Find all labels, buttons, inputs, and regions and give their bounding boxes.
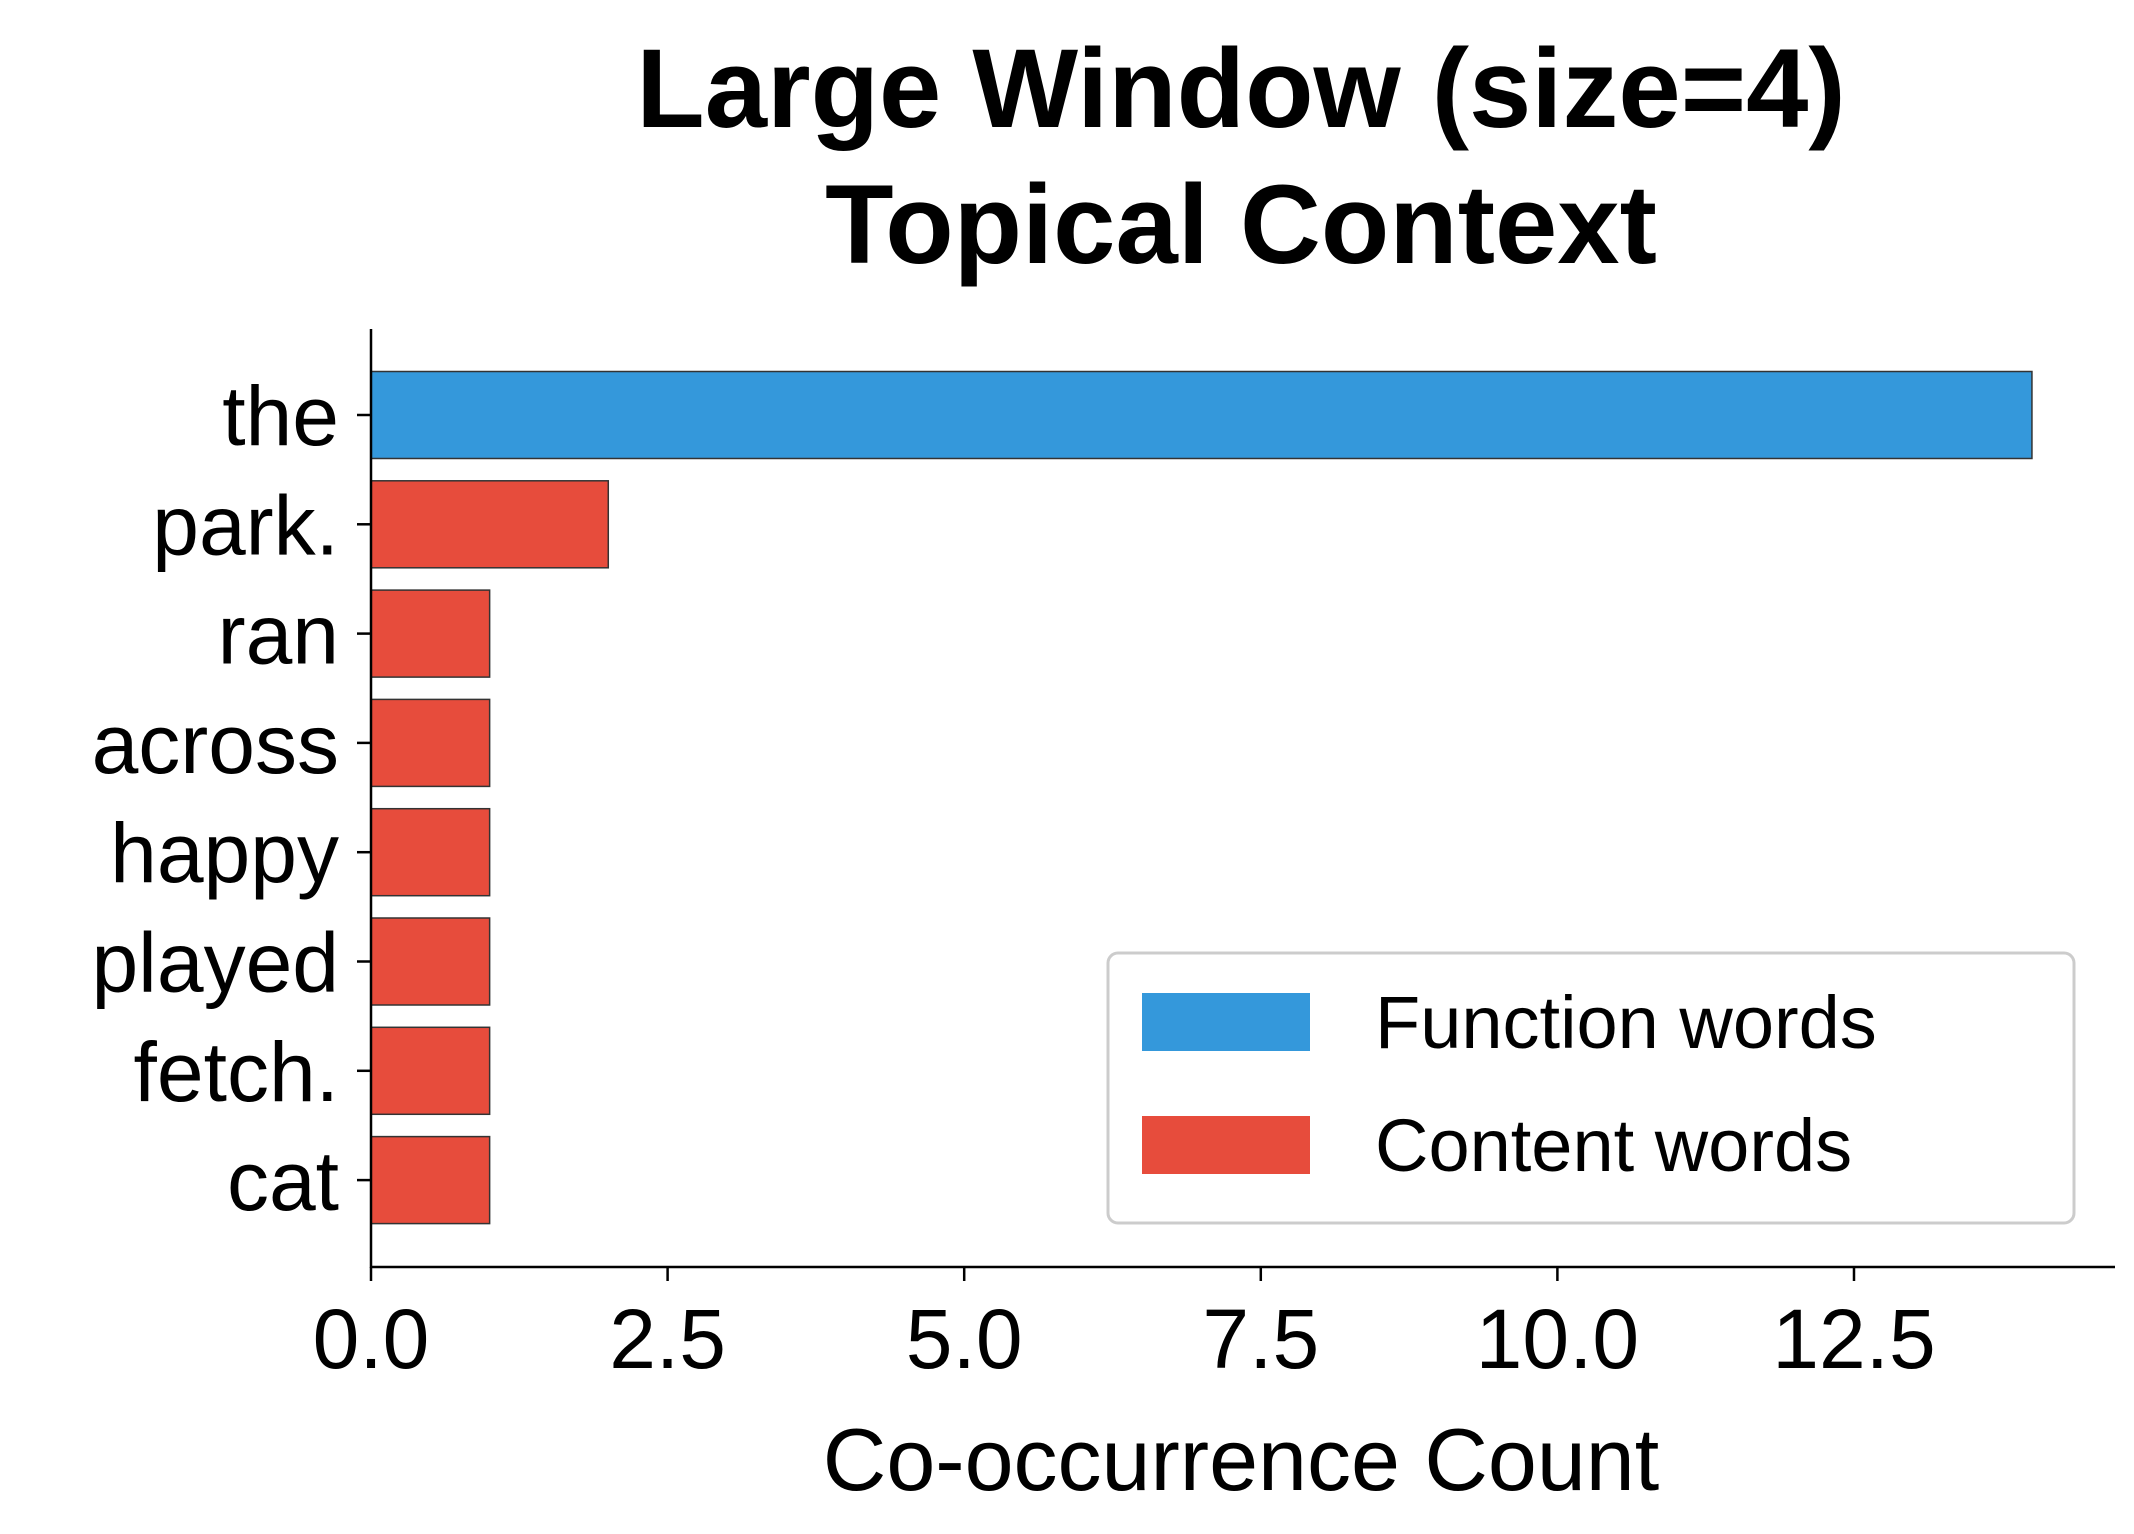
y-tick-label: the [222, 369, 339, 463]
bar-played [370, 917, 491, 1006]
y-tick-label: cat [227, 1134, 339, 1228]
title-line-2: Topical Context [825, 162, 1657, 287]
x-tick-label: 10.0 [1476, 1292, 1640, 1386]
x-tick-label: 2.5 [609, 1292, 726, 1386]
chart-title: Large Window (size=4) Topical Context [636, 26, 1845, 287]
bar-across [370, 698, 491, 788]
bar-happy [370, 807, 491, 897]
y-tick-label: ran [218, 588, 339, 682]
legend-label-content: Content words [1375, 1104, 1852, 1187]
x-axis-ticks: 0.0 2.5 5.0 7.5 10.0 12.5 [313, 1267, 1936, 1386]
y-tick-label: fetch. [134, 1025, 339, 1119]
y-tick-label: happy [110, 806, 339, 900]
bar-the [370, 370, 2033, 460]
legend: Function words Content words [1106, 951, 2076, 1225]
x-axis-label: Co-occurrence Count [823, 1410, 1659, 1509]
x-tick-label: 7.5 [1202, 1292, 1319, 1386]
bars-group [370, 370, 2033, 1225]
x-tick-label: 0.0 [313, 1292, 430, 1386]
legend-frame [1106, 951, 2076, 1225]
y-tick-label: played [91, 916, 339, 1010]
y-axis-ticks: the park. ran across happy played fetch. cat [91, 369, 371, 1228]
bar-park [370, 480, 610, 569]
x-tick-label: 12.5 [1772, 1292, 1936, 1386]
y-tick-label: park. [152, 478, 339, 572]
bar-cat [370, 1135, 491, 1225]
x-tick-label: 5.0 [906, 1292, 1023, 1386]
bar-ran [370, 589, 491, 678]
legend-swatch-content [1142, 1116, 1310, 1174]
legend-swatch-function [1142, 993, 1310, 1051]
legend-label-function: Function words [1375, 981, 1877, 1064]
y-tick-label: across [92, 697, 339, 791]
bar-fetch [370, 1026, 491, 1116]
title-line-1: Large Window (size=4) [636, 26, 1845, 151]
